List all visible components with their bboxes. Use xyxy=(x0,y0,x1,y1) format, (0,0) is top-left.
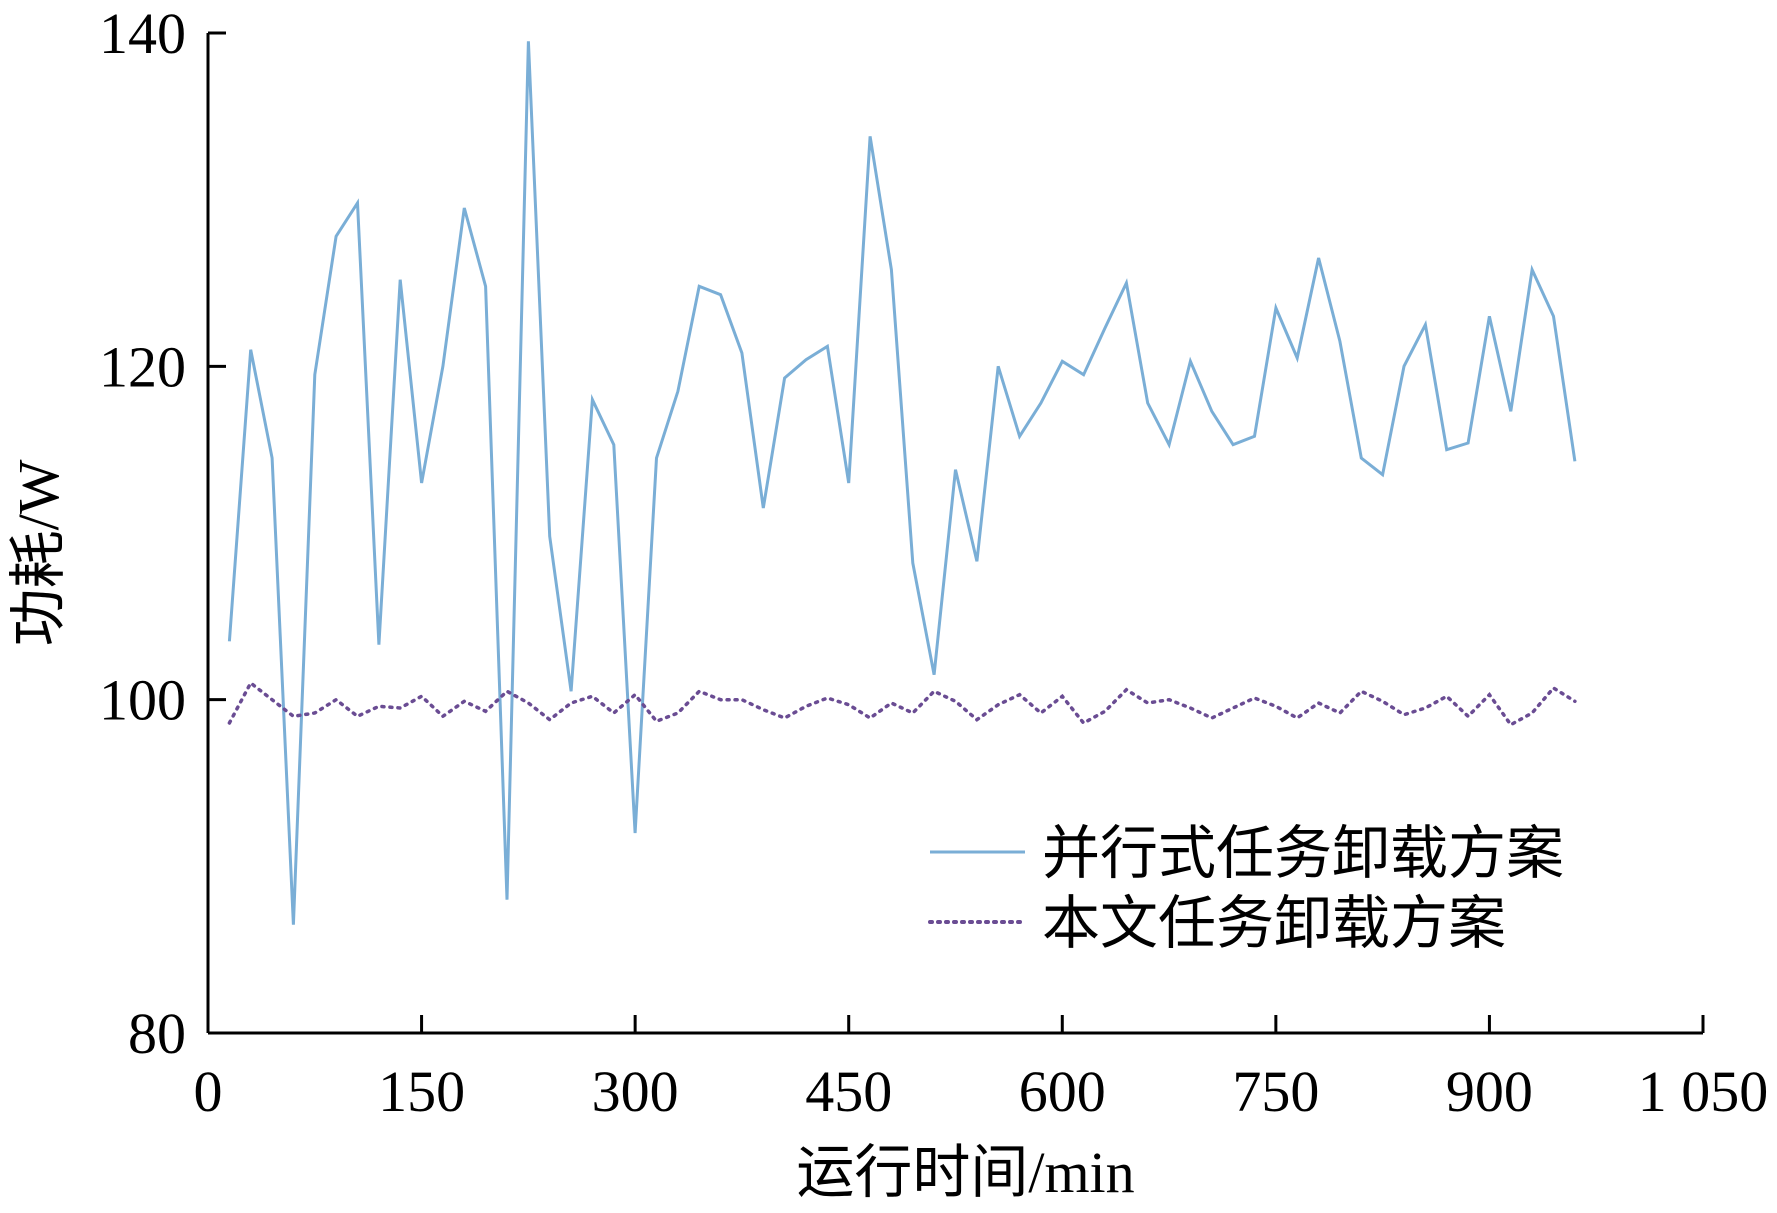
x-tick-label: 900 xyxy=(1446,1059,1533,1124)
x-tick-label: 750 xyxy=(1232,1059,1319,1124)
y-tick-label: 80 xyxy=(128,1001,186,1066)
legend-label-1: 并行式任务卸载方案 xyxy=(1042,821,1564,886)
y-ticks: 80 100 120 140 xyxy=(99,1,226,1066)
y-axis-label: 功耗/W xyxy=(6,459,71,646)
x-tick-label: 450 xyxy=(805,1059,892,1124)
x-tick-label: 300 xyxy=(592,1059,679,1124)
x-tick-label: 150 xyxy=(378,1059,465,1124)
axes xyxy=(206,33,1703,1035)
y-tick-label: 100 xyxy=(99,668,186,733)
series-line-1 xyxy=(227,41,1577,925)
x-ticks: 0 150 300 450 600 750 900 1 050 xyxy=(194,1015,1769,1124)
series-layer xyxy=(227,41,1577,925)
x-axis-label: 运行时间/min xyxy=(796,1140,1134,1205)
x-tick-label: 1 050 xyxy=(1638,1059,1769,1124)
legend-label-2: 本文任务卸载方案 xyxy=(1042,891,1506,956)
y-tick-label: 140 xyxy=(99,1,186,66)
series-line-2 xyxy=(227,680,1577,727)
x-tick-label: 600 xyxy=(1019,1059,1106,1124)
y-tick-label: 120 xyxy=(99,334,186,399)
x-tick-label: 0 xyxy=(194,1059,223,1124)
